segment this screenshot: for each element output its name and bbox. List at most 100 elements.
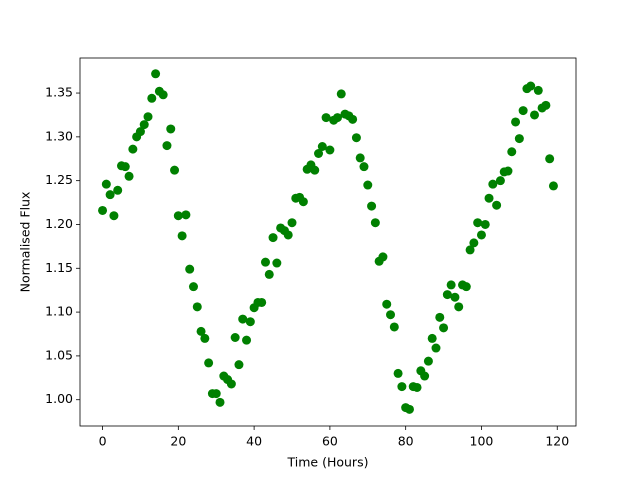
point	[393, 368, 403, 378]
point	[162, 141, 172, 151]
point	[442, 290, 452, 300]
point	[503, 166, 513, 176]
point	[234, 360, 244, 370]
point	[124, 171, 134, 181]
point	[446, 280, 456, 290]
point	[109, 211, 119, 221]
point	[461, 282, 471, 292]
x-tick-label: 80	[398, 434, 414, 449]
y-tick-label: 1.30	[45, 128, 73, 143]
point	[439, 323, 449, 333]
point	[128, 144, 138, 154]
x-tick-label: 40	[246, 434, 262, 449]
x-tick-label: 20	[170, 434, 186, 449]
point	[431, 343, 441, 353]
x-tick-label: 100	[470, 434, 494, 449]
point	[196, 326, 206, 336]
y-axis-label: Normalised Flux	[18, 192, 33, 293]
point	[185, 264, 195, 274]
point	[101, 179, 111, 189]
point	[177, 231, 187, 241]
point	[514, 134, 524, 144]
point	[264, 269, 274, 279]
point	[268, 233, 278, 243]
point	[200, 333, 210, 343]
y-tick-label: 1.20	[45, 216, 73, 231]
point	[526, 81, 536, 91]
point	[317, 141, 327, 151]
point	[530, 110, 540, 120]
point	[283, 230, 293, 240]
point	[507, 147, 517, 157]
point	[412, 382, 422, 392]
point	[314, 149, 324, 159]
point	[298, 197, 308, 207]
point	[188, 282, 198, 292]
point	[370, 218, 380, 228]
point	[495, 176, 505, 186]
point	[454, 302, 464, 312]
point	[181, 210, 191, 220]
point	[359, 162, 369, 172]
point	[245, 317, 255, 327]
point	[272, 258, 282, 268]
point	[473, 218, 483, 228]
point	[465, 245, 475, 255]
point	[420, 371, 430, 381]
point	[545, 154, 555, 164]
point	[204, 358, 214, 368]
point	[238, 314, 248, 324]
point	[143, 112, 153, 122]
point	[147, 93, 157, 103]
axes-frame	[79, 57, 577, 427]
point	[382, 299, 392, 309]
point	[355, 153, 365, 163]
point	[332, 113, 342, 123]
point	[211, 389, 221, 399]
y-tick-label: 1.35	[45, 85, 73, 100]
point	[423, 356, 433, 366]
y-tick-label: 1.05	[45, 347, 73, 362]
y-tick-label: 1.25	[45, 172, 73, 187]
point	[378, 252, 388, 262]
point	[242, 335, 252, 345]
point	[533, 85, 543, 95]
point	[325, 145, 335, 155]
point	[192, 302, 202, 312]
point	[120, 162, 130, 172]
point	[215, 397, 225, 407]
point	[351, 133, 361, 143]
point	[170, 165, 180, 175]
point	[98, 205, 108, 215]
point	[173, 211, 183, 221]
x-tick-label: 60	[322, 434, 338, 449]
point	[367, 201, 377, 211]
y-tick-label: 1.00	[45, 391, 73, 406]
point	[435, 312, 445, 322]
point	[397, 382, 407, 392]
point	[226, 379, 236, 389]
point	[389, 322, 399, 332]
point	[488, 179, 498, 189]
point	[450, 292, 460, 302]
point	[105, 190, 115, 200]
x-tick-label: 0	[99, 434, 107, 449]
point	[348, 114, 358, 124]
point	[484, 193, 494, 203]
point	[469, 238, 479, 248]
x-axis-label: Time (Hours)	[287, 455, 369, 470]
point	[404, 404, 414, 414]
point	[257, 297, 267, 307]
point	[518, 106, 528, 116]
point	[135, 127, 145, 137]
point	[139, 120, 149, 130]
point	[386, 310, 396, 320]
point	[321, 113, 331, 123]
point	[287, 218, 297, 228]
point	[511, 117, 521, 127]
point	[230, 333, 240, 343]
point	[363, 180, 373, 190]
point	[427, 333, 437, 343]
